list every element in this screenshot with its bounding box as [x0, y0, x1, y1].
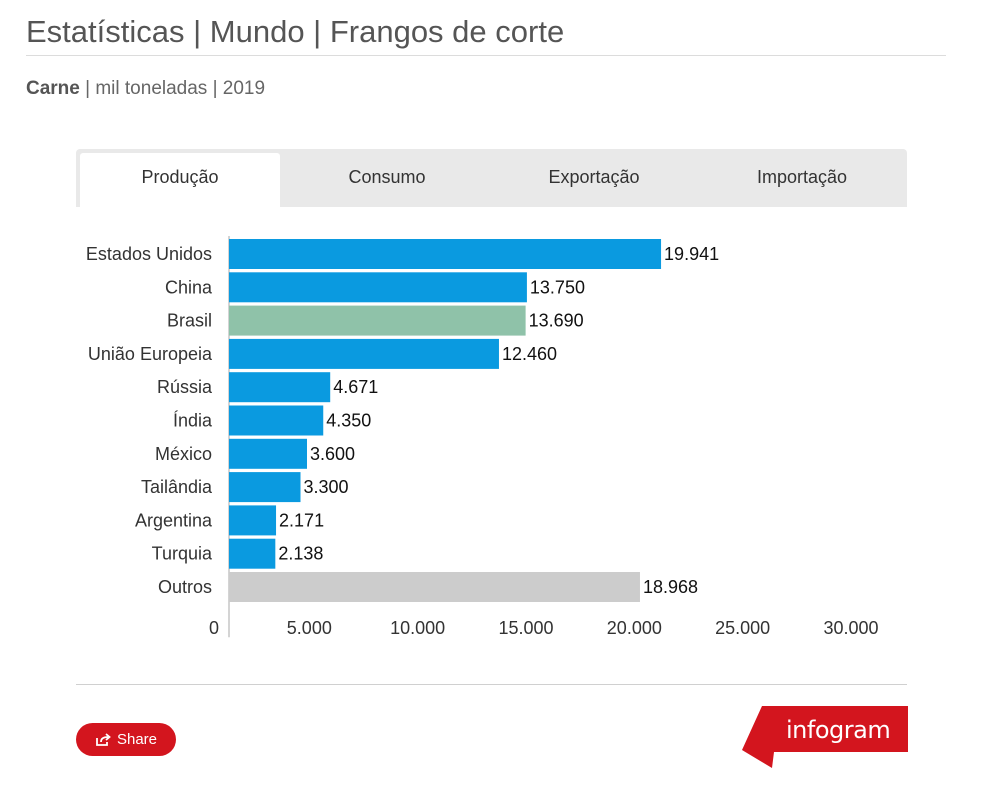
category-label-mexico: México — [155, 444, 212, 464]
category-label-india: Índia — [173, 411, 213, 431]
x-tick-label-30000: 30.000 — [823, 618, 878, 638]
subtitle-rest: | mil toneladas | 2019 — [79, 78, 266, 99]
category-label-argentina: Argentina — [135, 510, 213, 530]
value-label-russia: 4.671 — [333, 377, 378, 397]
value-label-tailandia: 3.300 — [304, 477, 349, 497]
category-label-brasil: Brasil — [167, 311, 212, 331]
value-label-argentina: 2.171 — [279, 510, 324, 530]
category-label-outros: Outros — [158, 577, 212, 597]
bar-mexico[interactable] — [229, 438, 307, 469]
x-tick-label-25000: 25.000 — [715, 618, 770, 638]
x-tick-label-15000: 15.000 — [498, 618, 553, 638]
page-title: Estatísticas | Mundo | Frangos de corte — [26, 14, 565, 49]
x-tick-label-10000: 10.000 — [390, 618, 445, 638]
logo-shape — [742, 706, 908, 768]
category-label-estados-unidos: Estados Unidos — [86, 244, 212, 264]
category-label-china: China — [165, 277, 213, 297]
brand-text: infogram — [786, 716, 891, 744]
infogram-logo[interactable]: infogram — [742, 706, 908, 770]
x-tick-label-5000: 5.000 — [287, 618, 332, 638]
tab-exportacao[interactable]: Exportação — [548, 167, 640, 187]
bar-tailandia[interactable] — [229, 472, 301, 503]
title-divider — [26, 55, 946, 56]
bar-russia[interactable] — [229, 372, 331, 403]
bar-china[interactable] — [229, 272, 527, 303]
share-button[interactable]: Share — [76, 723, 176, 756]
category-label-russia: Rússia — [157, 377, 213, 397]
tab-bar: Produção Consumo Exportação Importação — [76, 149, 907, 207]
value-label-mexico: 3.600 — [310, 444, 355, 464]
x-tick-label-0: 0 — [209, 618, 219, 638]
x-tick-label-20000: 20.000 — [607, 618, 662, 638]
bar-outros[interactable] — [229, 572, 640, 602]
category-label-uniao-europeia: União Europeia — [88, 344, 213, 364]
value-label-brasil: 13.690 — [529, 311, 584, 331]
bar-chart: Estados Unidos 19.941 China 13.750 Brasil 13.… — [86, 236, 879, 638]
value-label-estados-unidos: 19.941 — [664, 244, 719, 264]
share-label: Share — [116, 731, 158, 748]
category-label-turquia: Turquia — [152, 544, 213, 564]
bar-india[interactable] — [229, 405, 324, 436]
value-label-india: 4.350 — [326, 411, 371, 431]
tab-consumo[interactable]: Consumo — [348, 167, 426, 187]
chart-subtitle: Carne | mil toneladas | 2019 — [26, 78, 265, 100]
footer-divider — [76, 684, 907, 685]
value-label-outros: 18.968 — [643, 577, 698, 597]
tab-importacao[interactable]: Importação — [756, 167, 848, 187]
category-label-tailandia: Tailândia — [141, 477, 213, 497]
bar-uniao-europeia[interactable] — [229, 338, 499, 369]
bar-brasil[interactable] — [229, 305, 526, 336]
value-label-uniao-europeia: 12.460 — [502, 344, 557, 364]
value-label-china: 13.750 — [530, 277, 585, 297]
tab-producao[interactable]: Produção — [80, 153, 280, 207]
value-label-turquia: 2.138 — [278, 544, 323, 564]
bar-estados-unidos[interactable] — [229, 239, 662, 269]
bar-argentina[interactable] — [229, 505, 277, 536]
share-icon — [96, 732, 111, 746]
bar-turquia[interactable] — [229, 538, 276, 569]
subtitle-bold: Carne — [26, 78, 80, 99]
